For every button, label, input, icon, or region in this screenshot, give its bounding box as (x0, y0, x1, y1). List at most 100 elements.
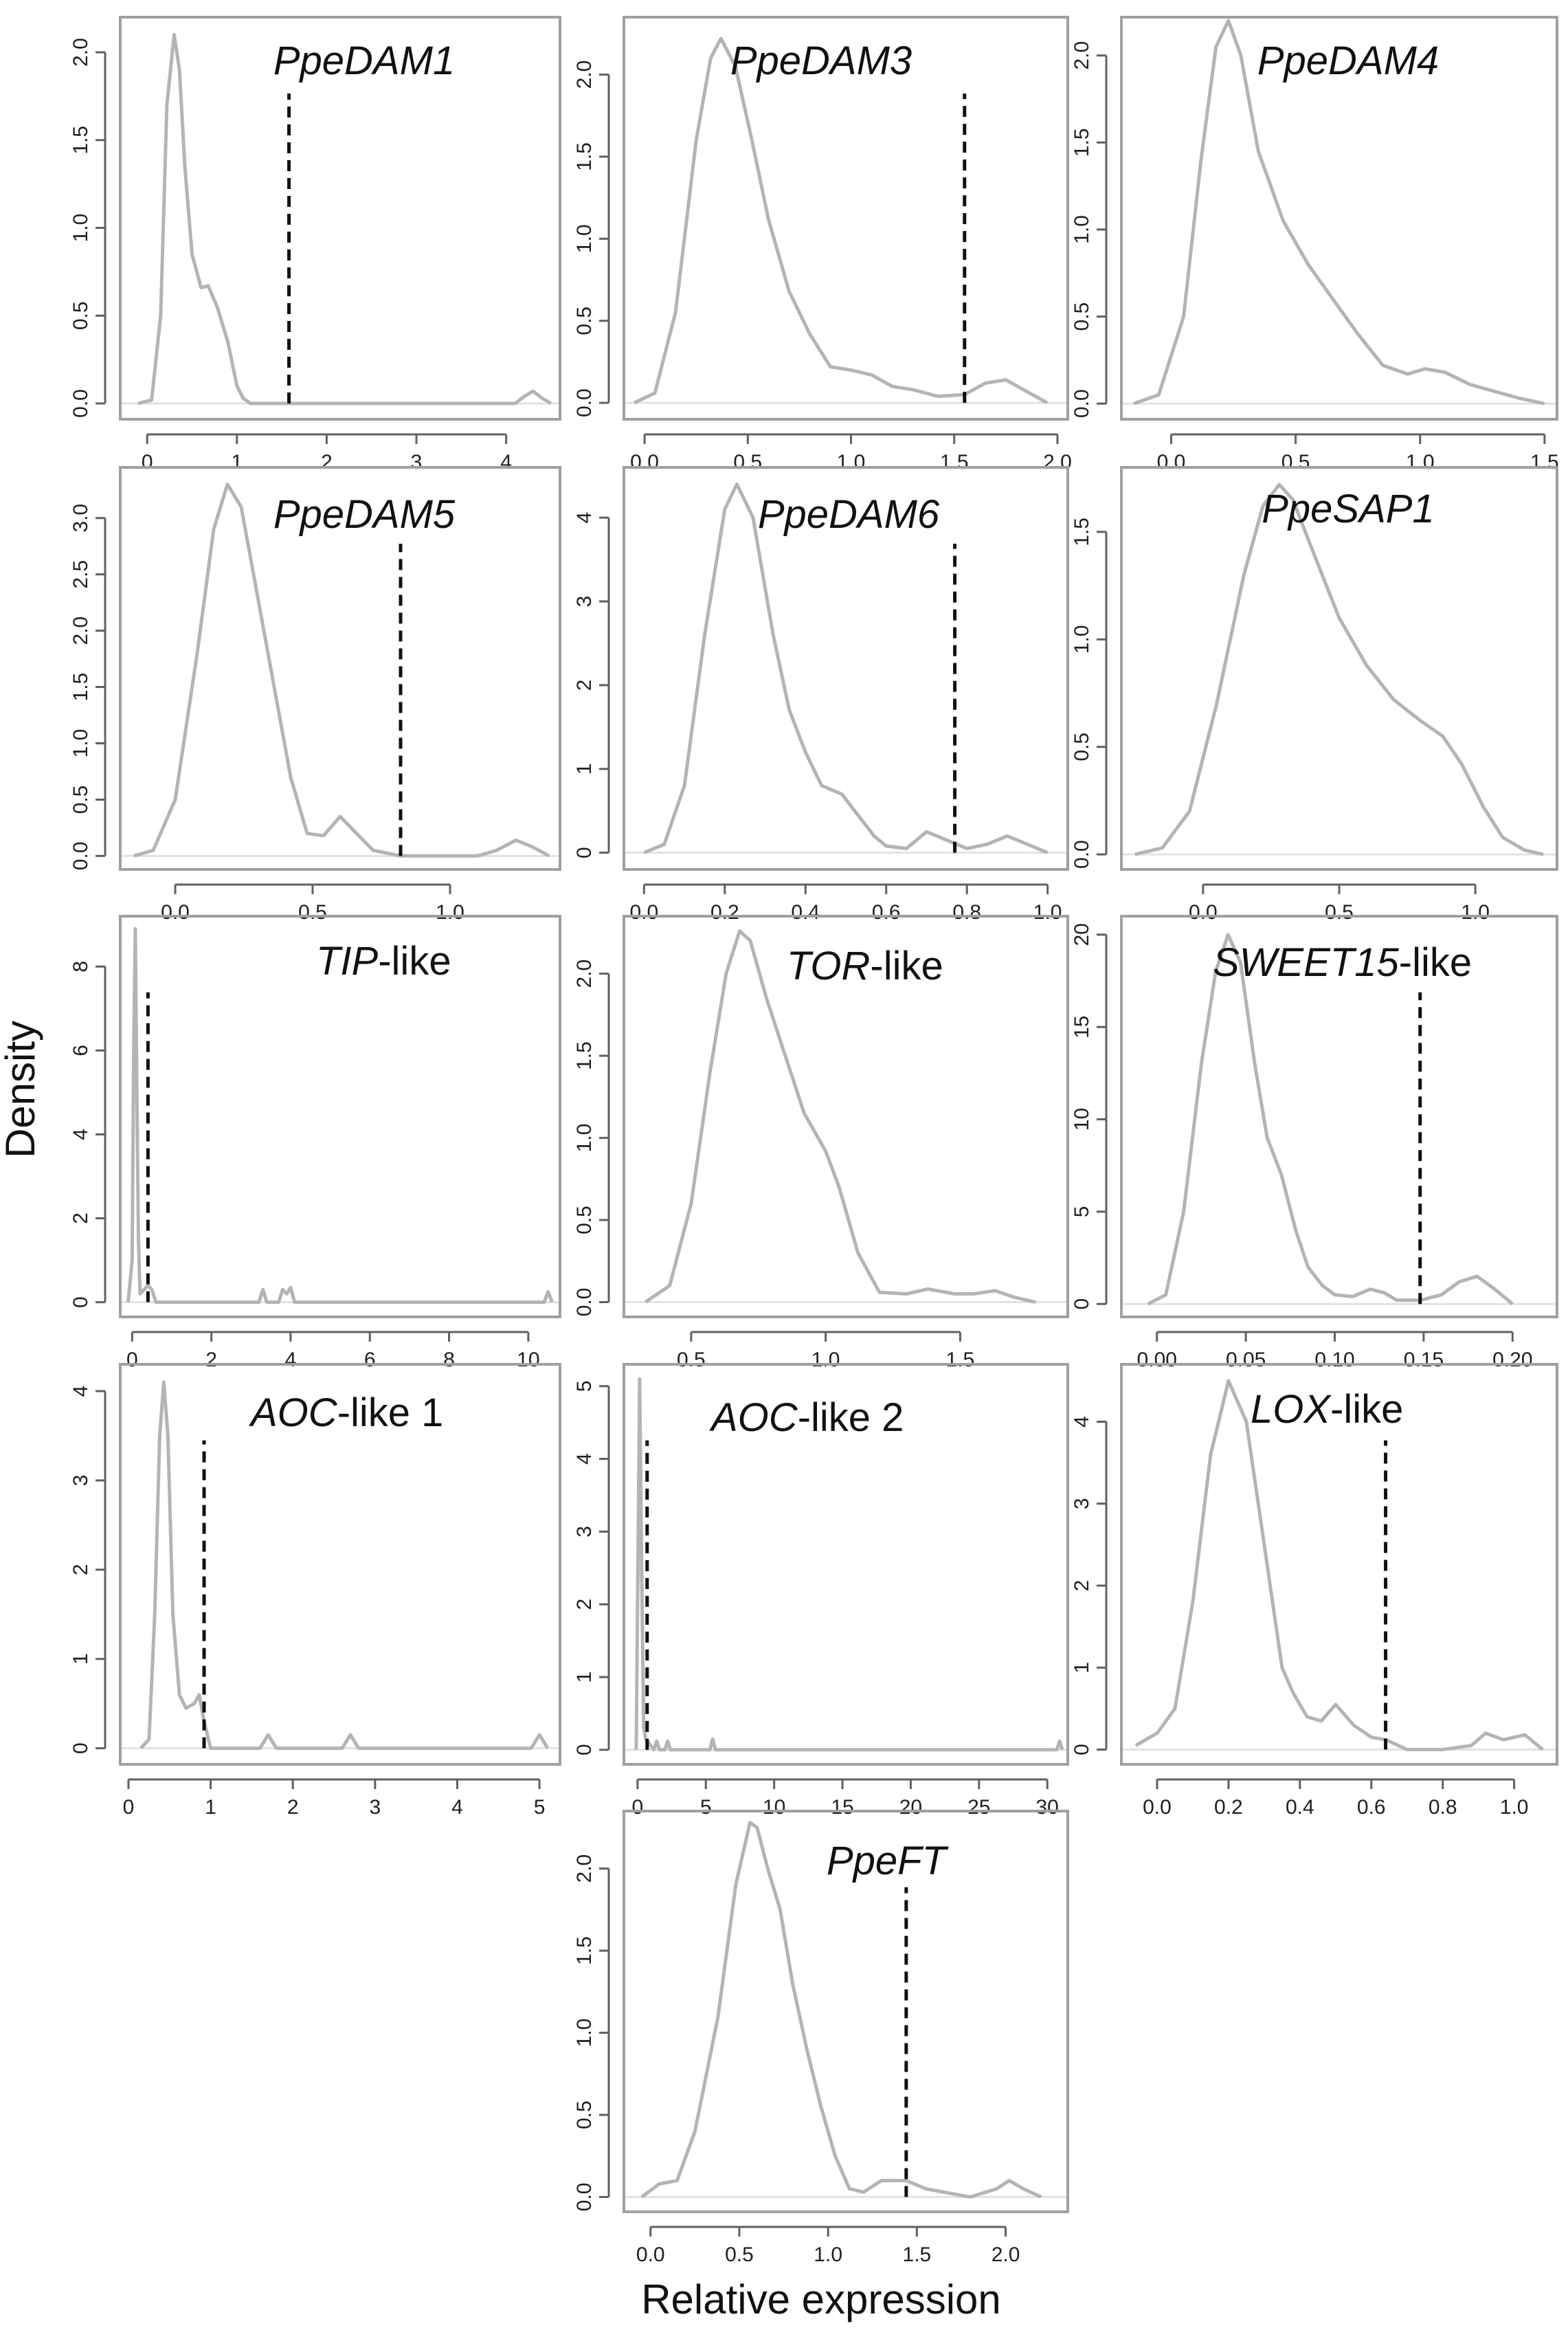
density-curve (644, 929, 1036, 1304)
x-tick-label: 0.4 (1286, 1796, 1314, 1819)
y-tick-label: 20 (1071, 923, 1093, 946)
x-tick-label: 25 (967, 1796, 990, 1819)
x-tick-label: 10 (763, 1796, 785, 1819)
panel-title: LOX-like (1251, 1387, 1403, 1432)
gene-name: PpeDAM4 (1257, 38, 1439, 83)
y-tick-label: 4 (1071, 1416, 1093, 1428)
y-tick-label: 3 (69, 1475, 92, 1487)
x-tick-label: 0.8 (952, 901, 981, 924)
x-tick-label: 0.5 (733, 451, 762, 474)
gene-name: TIP (316, 939, 379, 984)
panel-lox-like: 0.0 0.2 0.4 0.6 0.8 1.0 0 1 2 3 4 LOX-like (1071, 1363, 1558, 1819)
y-tick-label: 4 (69, 1386, 92, 1397)
density-curve (640, 1821, 1042, 2199)
y-tick-label: 2 (573, 1599, 596, 1610)
gene-name: LOX (1251, 1387, 1332, 1432)
panel-frame (1120, 915, 1558, 1318)
x-tick-label: 0 (126, 1349, 138, 1371)
panel-frame (623, 1363, 1069, 1766)
y-tick-label: 4 (69, 1129, 92, 1140)
gene-name: AOC (249, 1390, 338, 1435)
x-tick-label: 1.0 (837, 451, 866, 474)
y-tick-label: 10 (1071, 1108, 1093, 1131)
x-tick-label: 1 (231, 451, 243, 474)
x-tick-label: 15 (831, 1796, 853, 1819)
y-tick-label: 1.5 (69, 673, 92, 702)
y-tick-label: 0.5 (1071, 302, 1093, 331)
density-curve (634, 1377, 1064, 1752)
x-tick-label: 1.0 (1461, 901, 1490, 924)
panel-title: AOC-like 1 (249, 1390, 443, 1435)
y-tick-label: 0.5 (69, 786, 92, 814)
x-tick-label: 8 (443, 1349, 455, 1371)
x-tick-label: 0.00 (1137, 1349, 1177, 1371)
x-tick-label: 0.6 (1357, 1796, 1386, 1819)
gene-suffix: -like (1399, 940, 1472, 985)
gene-name: PpeDAM3 (730, 38, 912, 83)
x-tick-label: 0 (123, 1796, 135, 1819)
density-panels: 0 1 2 3 4 0.0 0.5 1.0 1.5 2.0 PpeDAM1 0.0 0.5 1.0 1.5 2… (69, 16, 1559, 2266)
x-tick-label: 3 (411, 451, 423, 474)
panel-frame (119, 16, 561, 421)
panel-frame (1120, 466, 1558, 871)
y-tick-label: 2 (69, 1212, 92, 1224)
y-tick-label: 5 (573, 1380, 596, 1392)
y-tick-label: 0.0 (573, 388, 596, 417)
y-tick-label: 0 (69, 1742, 92, 1754)
y-tick-label: 3 (1071, 1498, 1093, 1509)
gene-name: PpeDAM1 (273, 38, 455, 83)
y-tick-label: 0.0 (1071, 389, 1093, 418)
y-tick-label: 0 (573, 847, 596, 858)
density-curve (1134, 1379, 1544, 1751)
panel-frame (119, 915, 561, 1318)
y-tick-label: 1.0 (573, 224, 596, 253)
x-tick-label: 0.0 (161, 901, 190, 924)
density-curve (126, 927, 554, 1305)
gene-name: SWEET15 (1213, 940, 1399, 985)
x-tick-label: 0 (632, 1796, 644, 1819)
y-tick-label: 1.5 (1071, 128, 1093, 157)
panel-title: PpeDAM6 (758, 492, 940, 537)
density-curve (643, 482, 1049, 854)
x-tick-label: 1.5 (940, 451, 969, 474)
y-tick-label: 0.5 (1071, 733, 1093, 762)
gene-name: PpeDAM5 (273, 492, 456, 537)
panel-title: PpeDAM1 (273, 38, 455, 83)
panel-tor-like: 0.5 1.0 1.5 0.0 0.5 1.0 1.5 2.0 TOR-like (573, 915, 1069, 1371)
x-tick-label: 0.6 (872, 901, 901, 924)
density-curve (133, 482, 550, 858)
x-tick-label: 0.0 (636, 2243, 665, 2266)
x-tick-label: 1.0 (436, 901, 464, 924)
panel-frame (623, 915, 1069, 1318)
gene-suffix: -like (378, 939, 451, 984)
panel-frame (119, 466, 561, 871)
y-tick-label: 2.0 (573, 1854, 596, 1883)
y-tick-label: 2.5 (69, 560, 92, 589)
y-tick-label: 0.5 (573, 2100, 596, 2129)
y-tick-label: 2.0 (573, 959, 596, 988)
x-tick-label: 0.8 (1429, 1796, 1457, 1819)
x-tick-label: 0.20 (1492, 1349, 1532, 1371)
panel-frame (623, 466, 1069, 871)
y-tick-label: 1.0 (573, 2019, 596, 2048)
x-tick-label: 10 (517, 1349, 539, 1371)
density-curve (633, 36, 1049, 405)
x-tick-label: 0.2 (710, 901, 739, 924)
y-tick-label: 2 (1071, 1580, 1093, 1592)
y-tick-label: 1.0 (573, 1124, 596, 1153)
y-tick-label: 0.5 (573, 1206, 596, 1234)
x-axis-label: Relative expression (641, 2276, 1001, 2322)
x-tick-label: 5 (534, 1796, 546, 1819)
y-tick-label: 0.0 (1071, 840, 1093, 869)
x-tick-label: 2.0 (992, 2243, 1020, 2266)
x-tick-label: 2 (287, 1796, 299, 1819)
x-tick-label: 2 (321, 451, 333, 474)
x-tick-label: 0.5 (725, 2243, 754, 2266)
x-tick-label: 1.0 (1033, 901, 1062, 924)
x-tick-label: 1.0 (811, 1349, 840, 1371)
y-tick-label: 1.0 (1071, 215, 1093, 244)
panel-ppeft: 0.0 0.5 1.0 1.5 2.0 0.0 0.5 1.0 1.5 2.0 PpeFT (573, 1810, 1069, 2266)
gene-suffix: -like 1 (337, 1390, 444, 1435)
x-tick-label: 0.5 (1281, 451, 1310, 474)
